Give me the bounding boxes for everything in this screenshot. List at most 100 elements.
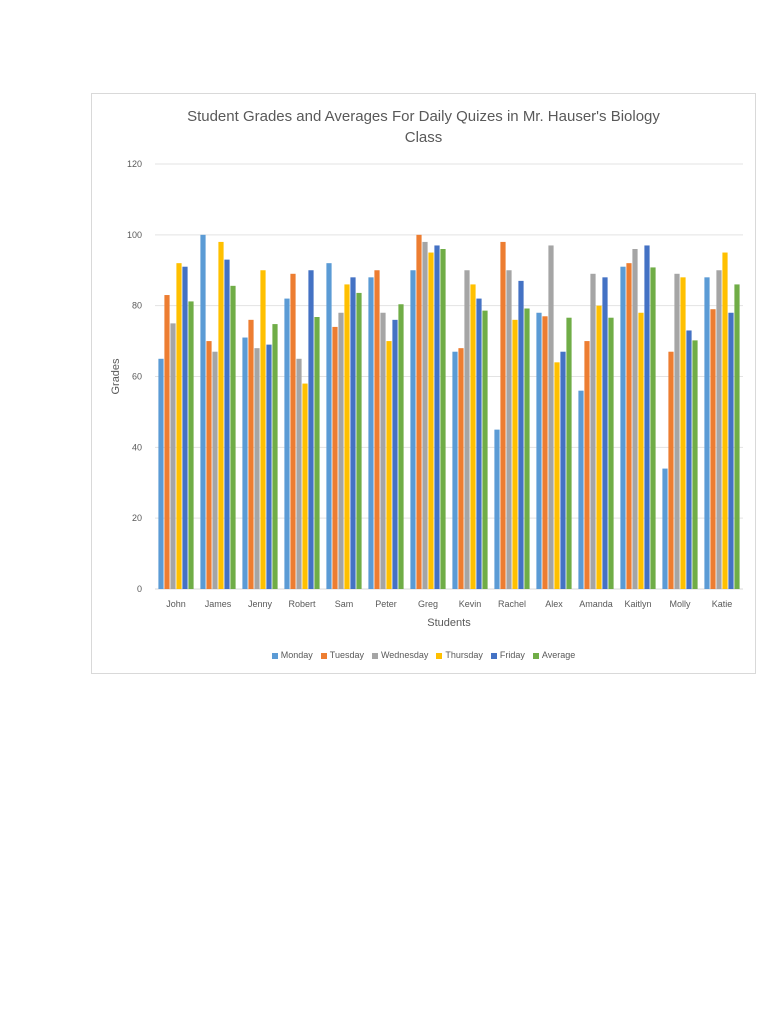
bar-monday bbox=[662, 468, 668, 589]
bar-average bbox=[188, 301, 194, 589]
bar-average bbox=[692, 340, 698, 589]
y-tick-label: 100 bbox=[127, 230, 142, 240]
bar-wednesday bbox=[170, 323, 176, 589]
bar-wednesday bbox=[380, 312, 386, 589]
bar-tuesday bbox=[584, 341, 590, 589]
chart-title: Student Grades and Averages For Daily Qu… bbox=[92, 106, 755, 148]
bar-monday bbox=[494, 429, 500, 589]
bar-tuesday bbox=[668, 351, 674, 589]
legend: Monday Tuesday Wednesday Thursday Friday Aver… bbox=[92, 650, 755, 660]
bar-average bbox=[272, 324, 278, 589]
x-tick-label: Peter bbox=[375, 599, 397, 609]
legend-swatch-icon bbox=[371, 652, 378, 659]
legend-swatch-icon bbox=[271, 652, 278, 659]
legend-label: Monday bbox=[280, 650, 313, 660]
y-axis-title: Grades bbox=[110, 358, 122, 395]
x-tick-label: Greg bbox=[418, 599, 438, 609]
bar-thursday bbox=[260, 270, 266, 589]
bar-tuesday bbox=[374, 270, 380, 589]
bar-thursday bbox=[638, 312, 644, 589]
bar-friday bbox=[350, 277, 356, 589]
bar-monday bbox=[368, 277, 374, 589]
chart-title-line-1: Student Grades and Averages For Daily Qu… bbox=[187, 108, 660, 125]
bar-tuesday bbox=[416, 234, 422, 590]
legend-swatch-icon bbox=[436, 652, 443, 659]
bar-friday bbox=[644, 245, 650, 590]
bar-average bbox=[482, 310, 488, 589]
bar-thursday bbox=[680, 277, 686, 589]
bar-tuesday bbox=[542, 316, 548, 589]
bar-friday bbox=[182, 266, 188, 589]
x-tick-label: Alex bbox=[545, 599, 563, 609]
legend-swatch-icon bbox=[532, 652, 539, 659]
bar-friday bbox=[686, 330, 692, 589]
bar-thursday bbox=[386, 341, 392, 589]
bar-tuesday bbox=[206, 341, 212, 589]
bar-wednesday bbox=[716, 270, 722, 589]
legend-label: Friday bbox=[499, 650, 525, 660]
chart-title-line-2: Class bbox=[404, 129, 443, 146]
y-tick-label: 80 bbox=[132, 301, 142, 311]
bar-average bbox=[608, 317, 614, 589]
x-axis-title: Students bbox=[427, 617, 471, 629]
bar-tuesday bbox=[248, 319, 254, 589]
bar-monday bbox=[158, 358, 164, 589]
x-tick-label: Molly bbox=[669, 599, 691, 609]
bar-monday bbox=[536, 312, 542, 589]
bar-tuesday bbox=[290, 273, 296, 589]
legend-label: Average bbox=[541, 650, 576, 660]
y-tick-label: 20 bbox=[132, 513, 142, 523]
bar-monday bbox=[620, 266, 626, 589]
bar-average bbox=[734, 284, 740, 589]
bar-wednesday bbox=[548, 245, 554, 590]
bar-wednesday bbox=[506, 270, 512, 589]
legend-item-thursday: Thursday bbox=[436, 650, 483, 660]
legend-item-friday: Friday bbox=[490, 650, 525, 660]
bar-average bbox=[566, 317, 572, 589]
bar-wednesday bbox=[212, 351, 218, 589]
bar-wednesday bbox=[632, 249, 638, 589]
bar-friday bbox=[392, 319, 398, 589]
bar-average bbox=[524, 308, 530, 589]
bar-monday bbox=[326, 263, 332, 589]
bar-thursday bbox=[302, 383, 308, 589]
bar-average bbox=[356, 292, 362, 589]
bar-friday bbox=[434, 245, 440, 590]
x-tick-label: John bbox=[166, 599, 186, 609]
legend-swatch-icon bbox=[320, 652, 327, 659]
x-tick-label: Amanda bbox=[579, 599, 613, 609]
bar-monday bbox=[578, 390, 584, 589]
bar-wednesday bbox=[254, 348, 260, 589]
bar-friday bbox=[602, 277, 608, 589]
x-tick-label: Rachel bbox=[498, 599, 526, 609]
bar-monday bbox=[200, 234, 206, 590]
x-tick-label: Kaitlyn bbox=[624, 599, 651, 609]
x-tick-label: James bbox=[205, 599, 232, 609]
y-tick-label: 120 bbox=[127, 159, 142, 169]
legend-label: Tuesday bbox=[329, 650, 364, 660]
x-tick-label: Kevin bbox=[459, 599, 482, 609]
legend-item-wednesday: Wednesday bbox=[371, 650, 428, 660]
bar-average bbox=[650, 267, 656, 589]
bar-monday bbox=[242, 337, 248, 589]
chart-frame: Student Grades and Averages For Daily Qu… bbox=[91, 93, 756, 674]
x-tick-label: Katie bbox=[712, 599, 733, 609]
bar-wednesday bbox=[674, 273, 680, 589]
x-tick-label: Jenny bbox=[248, 599, 273, 609]
bar-friday bbox=[476, 298, 482, 589]
plot-area: 0 20 40 60 80 100 120 John James Jenny Robert Sam Pe… bbox=[110, 159, 743, 629]
bar-friday bbox=[224, 259, 230, 589]
bar-thursday bbox=[722, 252, 728, 589]
bar-monday bbox=[284, 298, 290, 589]
bar-friday bbox=[266, 344, 272, 589]
bar-tuesday bbox=[458, 348, 464, 589]
bar-monday bbox=[410, 270, 416, 589]
bar-wednesday bbox=[590, 273, 596, 589]
legend-item-average: Average bbox=[532, 650, 576, 660]
bar-thursday bbox=[176, 263, 182, 589]
bar-tuesday bbox=[500, 241, 506, 589]
bar-friday bbox=[308, 270, 314, 589]
bar-average bbox=[398, 304, 404, 589]
bar-thursday bbox=[470, 284, 476, 589]
x-tick-label: Sam bbox=[335, 599, 354, 609]
